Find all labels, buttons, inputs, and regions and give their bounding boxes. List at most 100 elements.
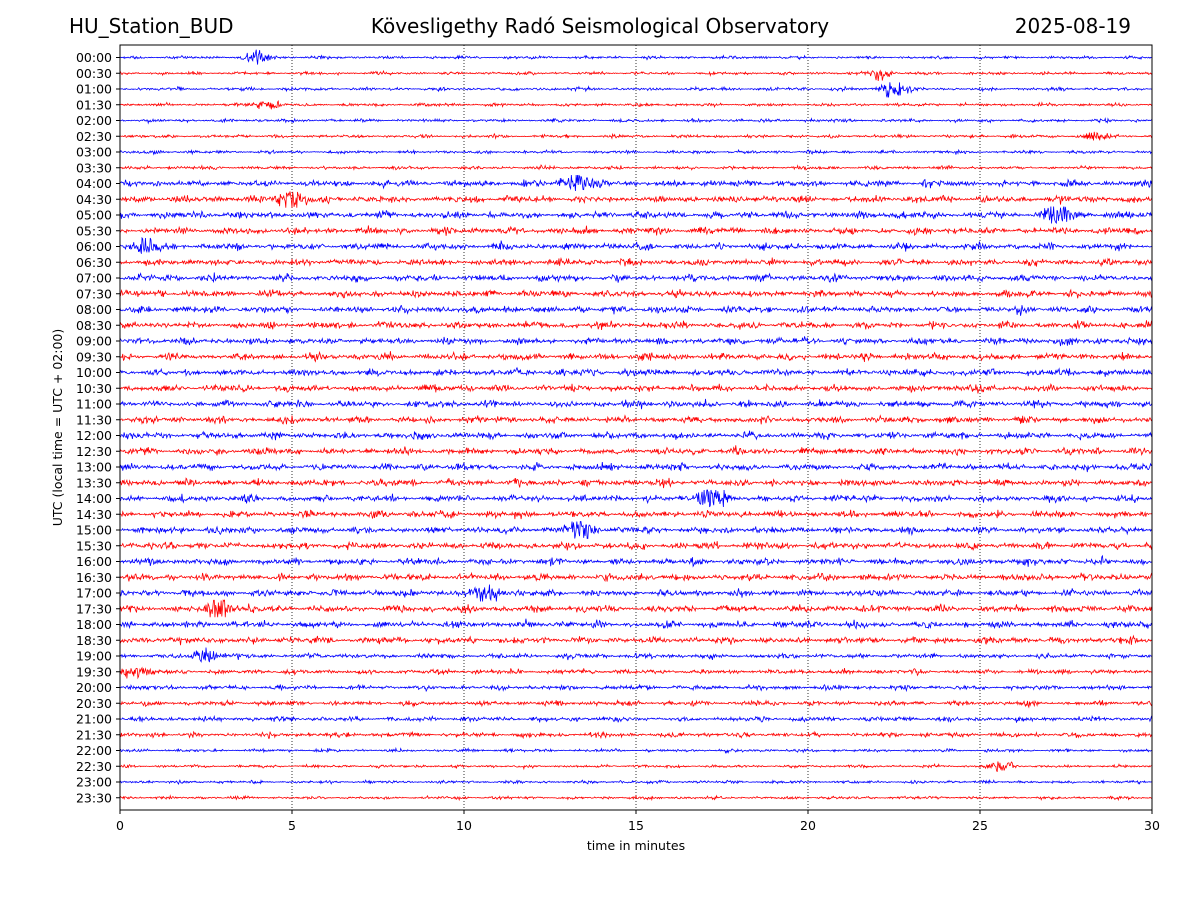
y-tick-label: 20:30 xyxy=(76,696,112,711)
y-tick-label: 04:00 xyxy=(76,176,112,191)
trace-0500 xyxy=(119,206,1153,224)
trace-0700 xyxy=(119,272,1153,284)
y-tick-label: 06:00 xyxy=(76,239,112,254)
y-tick-label: 00:30 xyxy=(76,66,112,81)
trace-0730 xyxy=(119,288,1153,299)
trace-1330 xyxy=(119,477,1153,489)
y-tick-label: 19:00 xyxy=(76,649,112,664)
y-tick-label: 22:30 xyxy=(76,759,112,774)
y-tick-label: 10:30 xyxy=(76,381,112,396)
y-tick-label: 05:30 xyxy=(76,223,112,238)
y-tick-label: 10:00 xyxy=(76,365,112,380)
y-tick-label: 02:00 xyxy=(76,113,112,128)
observatory-title: Kövesligethy Radó Seismological Observat… xyxy=(370,14,830,38)
trace-2200 xyxy=(119,746,1153,754)
y-tick-label: 15:30 xyxy=(76,538,112,553)
y-tick-label: 12:00 xyxy=(76,428,112,443)
y-tick-label: 11:00 xyxy=(76,397,112,412)
y-tick-label: 18:30 xyxy=(76,633,112,648)
y-tick-label: 12:30 xyxy=(76,444,112,459)
trace-0430 xyxy=(119,191,1153,208)
trace-0230 xyxy=(119,131,1153,141)
x-tick-label: 30 xyxy=(1144,818,1160,833)
trace-1830 xyxy=(119,634,1153,646)
trace-0200 xyxy=(119,117,1153,125)
trace-1130 xyxy=(119,414,1153,425)
trace-0000 xyxy=(119,49,1153,65)
trace-1700 xyxy=(119,584,1153,602)
trace-2000 xyxy=(119,683,1153,693)
trace-0300 xyxy=(119,148,1153,156)
trace-1630 xyxy=(119,571,1153,582)
date-label: 2025-08-19 xyxy=(1014,14,1131,38)
y-tick-label: 07:30 xyxy=(76,286,112,301)
x-axis-label: time in minutes xyxy=(587,838,685,853)
trace-2230 xyxy=(119,761,1153,773)
trace-0900 xyxy=(119,336,1153,347)
y-tick-label: 17:00 xyxy=(76,586,112,601)
trace-0600 xyxy=(119,236,1153,254)
trace-0130 xyxy=(119,100,1153,110)
trace-0530 xyxy=(119,225,1153,237)
y-tick-label: 08:30 xyxy=(76,318,112,333)
trace-1100 xyxy=(119,398,1153,410)
x-tick-label: 0 xyxy=(116,818,124,833)
trace-1030 xyxy=(119,383,1153,394)
y-tick-label: 18:00 xyxy=(76,617,112,632)
x-tick-label: 10 xyxy=(456,818,472,833)
trace-0930 xyxy=(119,350,1153,363)
y-tick-label: 09:00 xyxy=(76,334,112,349)
x-tick-label: 20 xyxy=(800,818,816,833)
trace-0630 xyxy=(119,256,1153,268)
trace-1230 xyxy=(119,445,1153,457)
trace-1000 xyxy=(119,366,1153,378)
trace-2330 xyxy=(119,794,1153,802)
x-tick-label: 25 xyxy=(972,818,988,833)
x-tick-label: 5 xyxy=(288,818,296,833)
y-tick-label: 03:30 xyxy=(76,160,112,175)
trace-2100 xyxy=(119,714,1153,724)
trace-1200 xyxy=(119,430,1153,441)
y-tick-label: 19:30 xyxy=(76,664,112,679)
y-tick-label: 15:00 xyxy=(76,523,112,538)
y-tick-label: 23:30 xyxy=(76,790,112,805)
trace-0830 xyxy=(119,319,1153,331)
trace-1530 xyxy=(119,540,1153,552)
y-tick-label: 01:30 xyxy=(76,97,112,112)
trace-1800 xyxy=(119,618,1153,630)
y-tick-label: 08:00 xyxy=(76,302,112,317)
trace-0030 xyxy=(119,69,1153,82)
trace-0800 xyxy=(119,304,1153,316)
station-label: HU_Station_BUD xyxy=(69,14,234,38)
trace-1500 xyxy=(119,521,1153,539)
trace-0330 xyxy=(119,164,1153,171)
trace-0100 xyxy=(119,82,1153,98)
y-tick-label: 20:00 xyxy=(76,680,112,695)
y-tick-label: 09:30 xyxy=(76,349,112,364)
y-tick-label: 21:00 xyxy=(76,712,112,727)
y-tick-label: 11:30 xyxy=(76,412,112,427)
y-tick-label: 16:00 xyxy=(76,554,112,569)
y-tick-label: 21:30 xyxy=(76,727,112,742)
y-tick-label: 01:00 xyxy=(76,82,112,97)
y-tick-label: 02:30 xyxy=(76,129,112,144)
x-tick-label: 15 xyxy=(628,818,644,833)
trace-2130 xyxy=(119,730,1153,740)
y-tick-label: 22:00 xyxy=(76,743,112,758)
trace-1400 xyxy=(119,489,1153,508)
trace-1600 xyxy=(119,554,1153,568)
y-tick-label: 13:00 xyxy=(76,460,112,475)
y-axis-label: UTC (local time = UTC + 02:00) xyxy=(50,329,65,527)
trace-1730 xyxy=(119,599,1153,618)
y-tick-label: 04:30 xyxy=(76,192,112,207)
y-tick-label: 05:00 xyxy=(76,208,112,223)
y-tick-label: 03:00 xyxy=(76,145,112,160)
trace-1430 xyxy=(119,509,1153,520)
y-tick-label: 07:00 xyxy=(76,271,112,286)
trace-1300 xyxy=(119,461,1153,473)
y-tick-label: 13:30 xyxy=(76,475,112,490)
y-tick-label: 14:30 xyxy=(76,507,112,522)
trace-2030 xyxy=(119,698,1153,709)
trace-1930 xyxy=(119,666,1153,680)
